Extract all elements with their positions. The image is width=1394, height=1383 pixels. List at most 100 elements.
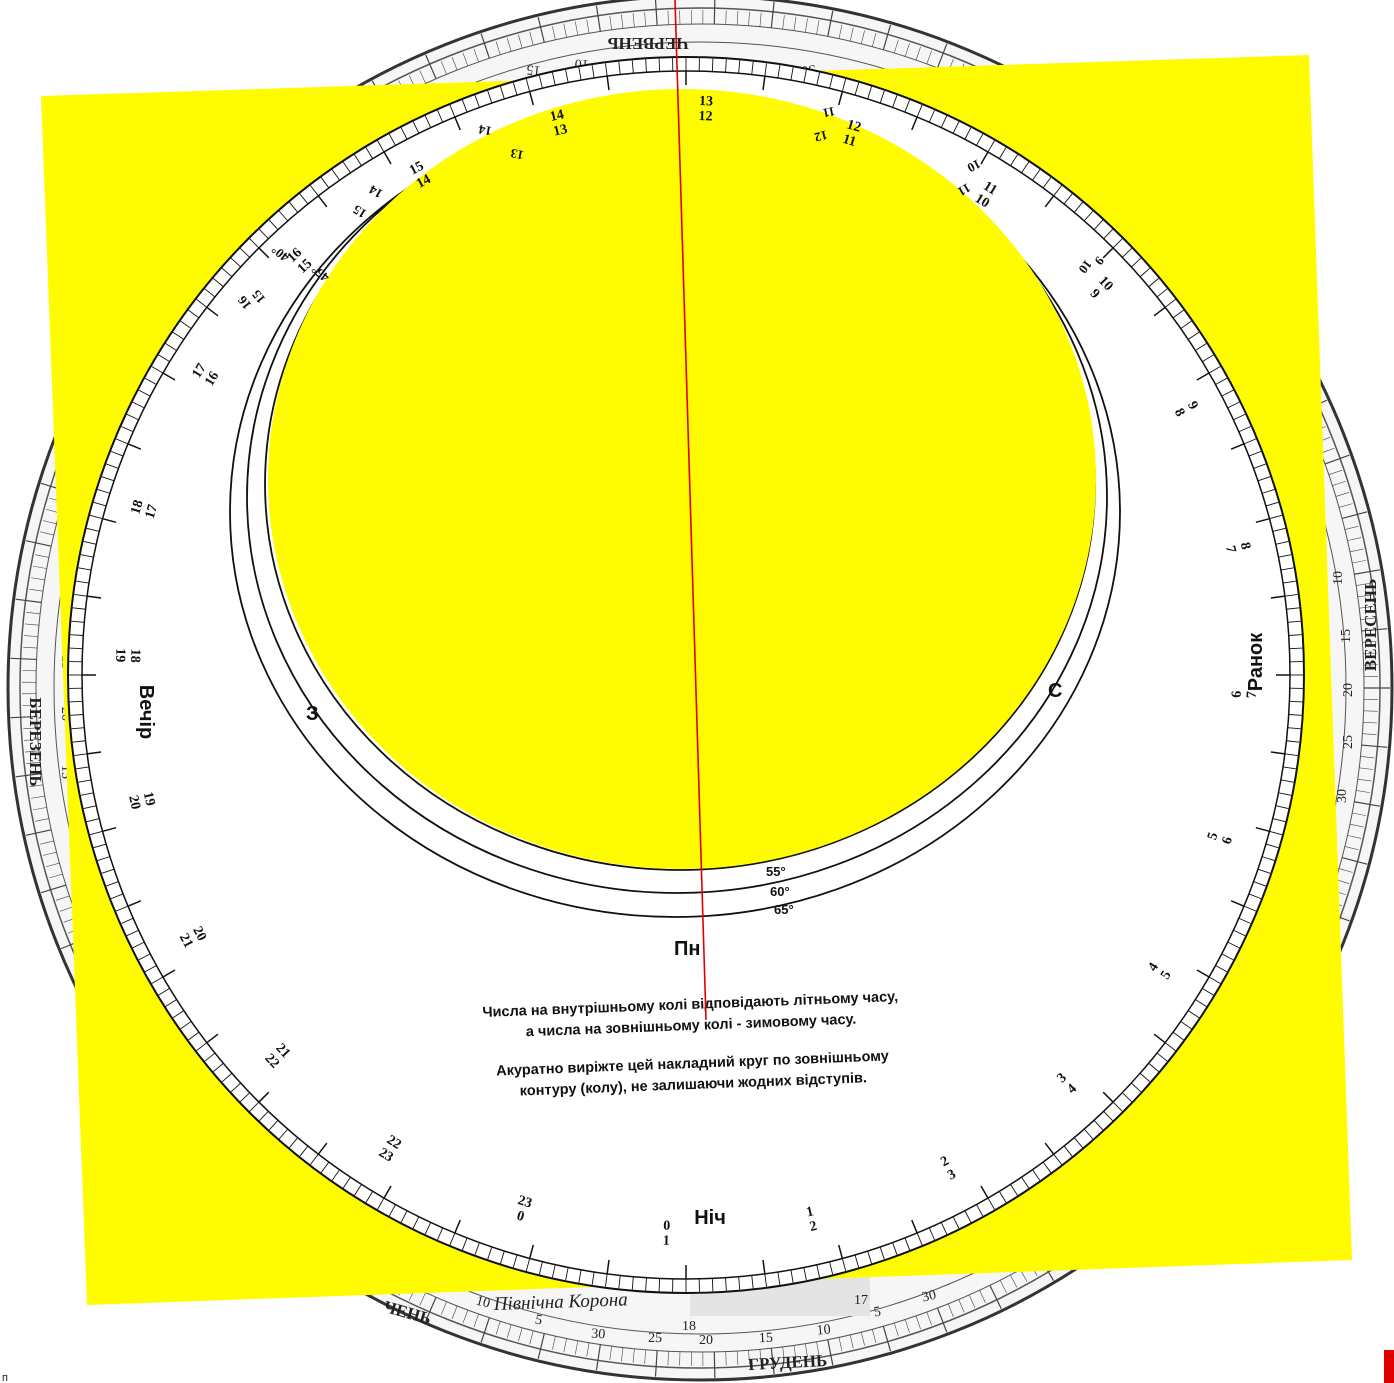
- ring-tick: [512, 1254, 518, 1268]
- ring-tick: [97, 856, 111, 861]
- ring-tick: [841, 78, 847, 92]
- hour-label-winter: 0: [515, 1209, 526, 1225]
- ring-tick: [1093, 219, 1104, 230]
- hour-label-winter: 8: [1237, 541, 1253, 551]
- ring-tick: [1164, 1042, 1176, 1051]
- underlay-tick: [506, 37, 512, 52]
- ring-tick: [538, 1261, 543, 1275]
- ring-tick: [1093, 1120, 1104, 1131]
- ring-tick: [829, 75, 834, 89]
- under-right-number: 25: [1341, 735, 1356, 749]
- ring-tick: [565, 69, 569, 83]
- direction-west: З: [306, 703, 319, 725]
- ring-tick: [101, 868, 115, 874]
- ring-tick: [1284, 594, 1298, 597]
- ring-tick: [487, 90, 493, 104]
- underlay-tick: [24, 635, 39, 637]
- hour-tick: [383, 151, 392, 165]
- underlay-tick: [29, 784, 44, 788]
- hour-label-summer: 0: [663, 1219, 671, 1234]
- ring-tick: [565, 1267, 569, 1281]
- ring-tick: [952, 121, 960, 134]
- underlay-tick: [860, 30, 865, 44]
- hour-label-summer: 19: [140, 791, 158, 808]
- ring-tick: [1202, 987, 1214, 996]
- underlay-tick: [1349, 823, 1364, 828]
- ring-tick: [987, 140, 995, 153]
- ring-tick: [259, 1110, 269, 1122]
- underlay-tick: [1324, 454, 1350, 465]
- ring-tick: [412, 1216, 420, 1229]
- underlay-tick: [654, 0, 658, 26]
- underlay-tick: [782, 15, 785, 30]
- under-bottom-number: 30: [921, 1288, 938, 1306]
- hour-label-summer: 11: [841, 132, 858, 150]
- under-bottom-number: 5: [534, 1313, 543, 1329]
- underlay-tick: [1344, 846, 1359, 851]
- hour-label-winter: 12: [845, 117, 863, 135]
- ring-tick: [342, 161, 351, 174]
- corner-letter: п: [2, 1372, 8, 1383]
- hour-label-winter: 21: [176, 931, 196, 950]
- inner-ring-label: 14: [477, 122, 493, 139]
- ring-tick: [424, 1222, 432, 1235]
- ring-tick: [106, 463, 119, 469]
- underlay-tick: [10, 715, 37, 719]
- ring-tick: [74, 753, 88, 756]
- underlay-tick: [725, 10, 727, 25]
- hour-tick: [837, 91, 844, 106]
- ring-tick: [879, 1246, 885, 1260]
- under-right-number: 30: [1335, 789, 1350, 803]
- ring-tick: [928, 1227, 935, 1240]
- ring-tick: [764, 1273, 767, 1287]
- ring-tick: [645, 59, 647, 73]
- ring-tick: [904, 99, 911, 113]
- ring-tick: [93, 843, 107, 849]
- hour-tick: [87, 595, 102, 599]
- period-night: Ніч: [694, 1207, 726, 1229]
- ring-tick: [1257, 476, 1271, 482]
- underlay-tick: [827, 10, 834, 37]
- ring-tick: [69, 647, 83, 650]
- underlay-tick: [1361, 744, 1388, 748]
- underlay-tick: [1320, 447, 1335, 454]
- ring-tick: [365, 147, 374, 159]
- ring-tick: [172, 1010, 185, 1019]
- ring-tick: [221, 1072, 233, 1083]
- ring-tick: [331, 1169, 340, 1181]
- underlay-tick: [609, 15, 612, 30]
- under-month-right: ВЕРЕСЕНЬ: [1361, 579, 1380, 671]
- underlay-tick: [736, 1350, 739, 1365]
- hour-label-winter: 18: [128, 498, 146, 516]
- ring-tick: [1021, 161, 1030, 174]
- underlay-tick: [759, 12, 762, 27]
- underlay-tick: [654, 1350, 658, 1377]
- ring-tick: [320, 1161, 330, 1173]
- ring-tick: [916, 104, 923, 118]
- hour-tick: [1044, 1142, 1055, 1155]
- ring-tick: [1042, 177, 1052, 189]
- ring-tick: [299, 193, 309, 205]
- hour-label-summer: 5: [1205, 831, 1221, 842]
- ring-tick: [904, 1237, 911, 1251]
- underlay-tick: [1347, 537, 1362, 541]
- hour-label-summer: 23: [516, 1193, 534, 1211]
- hour-tick: [1255, 826, 1270, 833]
- underlay-tick: [40, 531, 54, 536]
- ring-tick: [213, 1062, 224, 1072]
- underlay-tick: [25, 750, 40, 753]
- hour-tick: [87, 751, 102, 755]
- hour-label-summer: 18: [127, 648, 142, 663]
- hour-tick: [102, 517, 117, 524]
- underlay-tick: [793, 1345, 797, 1360]
- ring-tick: [400, 1210, 408, 1223]
- ring-tick: [365, 1191, 374, 1203]
- ring-tick: [1289, 647, 1303, 650]
- ring-tick: [1131, 257, 1142, 268]
- underlay-tick: [632, 13, 635, 28]
- underlay-tick: [518, 1327, 523, 1342]
- under-bottom-number: 25: [648, 1331, 662, 1346]
- ring-tick: [138, 953, 151, 961]
- underlay-tick: [1328, 469, 1343, 475]
- underlay-tick: [30, 795, 45, 799]
